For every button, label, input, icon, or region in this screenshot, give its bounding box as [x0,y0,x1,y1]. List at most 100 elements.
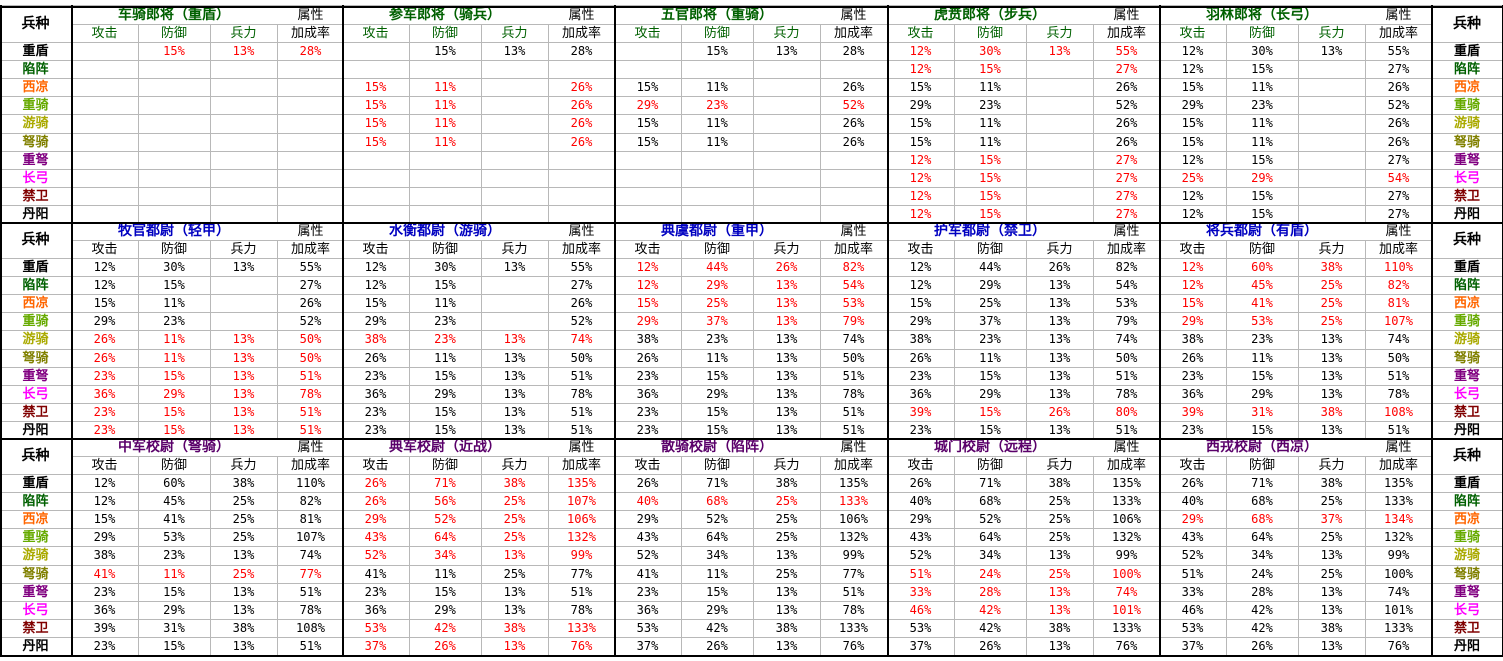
grid-line [0,330,1503,331]
value-cell [71,133,138,151]
value-cell: 15% [1181,116,1204,130]
attr-header-top: 属性 [840,439,867,455]
value-cell: 23% [434,332,456,346]
value-cell: 26% [1115,80,1138,94]
block-title: 虎贲郎将（步兵） [934,7,1046,23]
row-label-right: 游骑 [1453,331,1480,347]
value-cell: 53% [1115,296,1138,310]
value-cell: 39% [93,621,116,635]
grid-line [1093,456,1094,655]
value-cell: 23% [1181,423,1204,437]
value-cell [1026,187,1093,205]
value-cell: 23% [636,405,659,419]
column-header: 攻击 [907,457,934,473]
border-line [0,438,1503,440]
value-cell: 12% [364,278,387,292]
value-cell: 74% [1115,585,1138,599]
value-cell [681,169,753,187]
value-cell: 53% [1251,314,1273,328]
value-cell: 38% [1320,476,1343,490]
value-cell: 50% [299,351,322,365]
value-cell: 15% [979,189,1001,203]
value-cell: 15% [979,153,1001,167]
value-cell: 23% [163,548,185,562]
value-cell [548,205,615,223]
value-cell: 12% [909,207,932,221]
value-cell: 38% [775,621,798,635]
value-cell: 12% [93,260,116,274]
value-cell [753,169,820,187]
value-cell [481,276,548,294]
value-cell: 135% [1112,476,1141,490]
value-cell: 26% [364,476,387,490]
value-cell: 25% [232,530,255,544]
value-cell: 82% [1387,278,1410,292]
value-cell: 12% [1181,153,1204,167]
value-cell: 26% [1048,405,1071,419]
value-cell: 55% [1115,44,1138,58]
value-cell: 30% [1251,44,1273,58]
value-cell: 36% [364,387,387,401]
value-cell: 54% [1387,171,1410,185]
value-cell [1026,205,1093,223]
grid-line [1093,240,1094,439]
value-cell: 23% [364,405,387,419]
value-cell: 40% [909,494,932,508]
value-cell: 45% [1251,278,1273,292]
value-cell: 23% [93,423,116,437]
value-cell: 13% [1320,332,1343,346]
row-label-right: 重弩 [1453,584,1480,600]
value-cell: 29% [1181,512,1204,526]
grid-line [0,528,1503,529]
value-cell: 37% [636,639,659,653]
border-line [0,655,1503,657]
value-cell: 37% [1320,512,1343,526]
value-cell: 78% [1387,387,1410,401]
value-cell [71,187,138,205]
value-cell: 50% [570,351,593,365]
value-cell: 15% [909,296,932,310]
value-cell: 13% [232,387,255,401]
row-label-right: 重骑 [1453,313,1480,329]
row-label-right: 丹阳 [1453,638,1480,654]
value-cell [1026,60,1093,78]
value-cell [481,169,548,187]
value-cell [210,169,277,187]
value-cell: 107% [296,530,325,544]
value-cell: 15% [163,44,185,58]
value-cell: 13% [775,351,798,365]
attr-header-bottom: 加成率 [1378,241,1418,257]
value-cell: 30% [163,260,185,274]
value-cell [548,151,615,169]
value-cell: 23% [706,332,728,346]
value-cell [1026,151,1093,169]
attr-header-top: 属性 [1385,7,1412,23]
value-cell: 52% [570,314,593,328]
value-cell: 25% [1320,567,1343,581]
value-cell: 27% [1387,153,1410,167]
value-cell [409,60,481,78]
value-cell: 41% [93,567,116,581]
value-cell: 108% [1384,405,1413,419]
value-cell: 13% [775,603,798,617]
value-cell: 23% [636,585,659,599]
value-cell: 38% [909,332,932,346]
value-cell: 23% [636,423,659,437]
border-line [614,5,616,655]
grid-line [0,96,1503,97]
value-cell: 13% [1320,369,1343,383]
value-cell: 11% [706,351,728,365]
value-cell: 29% [979,387,1001,401]
row-label-right: 西凉 [1453,511,1480,527]
value-cell [753,114,820,132]
value-cell: 15% [434,585,456,599]
value-cell: 13% [1320,423,1343,437]
value-cell: 12% [93,476,116,490]
value-cell: 78% [570,603,593,617]
value-cell: 11% [434,135,456,149]
row-label-left: 陷阵 [22,61,49,77]
attr-header-top: 属性 [1385,439,1412,455]
row-label-right: 西凉 [1453,79,1480,95]
value-cell: 25% [775,567,798,581]
value-cell: 74% [1387,332,1410,346]
